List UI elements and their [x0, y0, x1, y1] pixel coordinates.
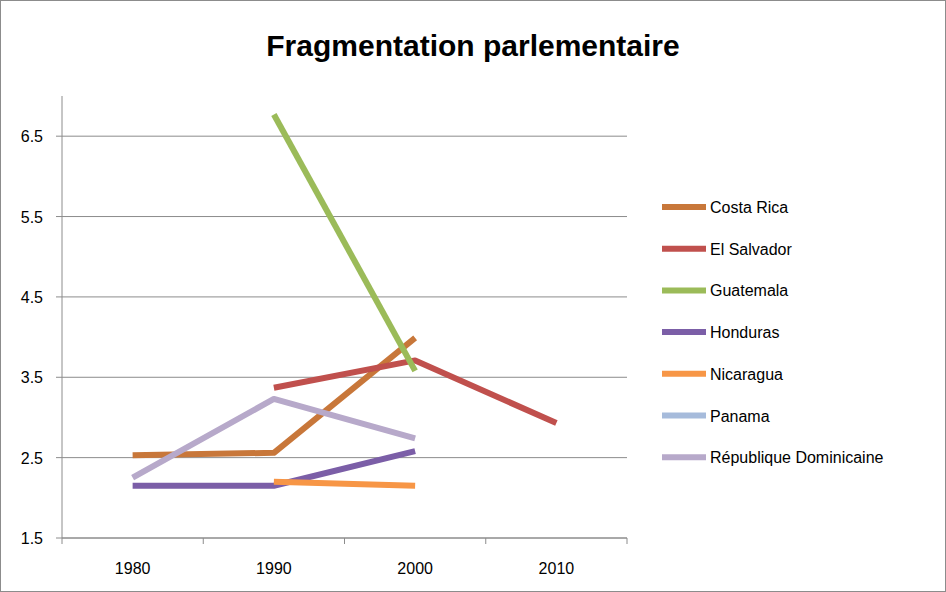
x-tick — [627, 538, 628, 544]
legend-label: Guatemala — [710, 282, 788, 299]
y-tick — [56, 216, 62, 217]
title: Fragmentation parlementaire — [266, 29, 679, 62]
grid-line — [62, 216, 627, 217]
legend-label: République Dominicaine — [710, 449, 884, 466]
x-tick-label: 1980 — [115, 560, 151, 577]
legend-swatch — [662, 329, 706, 335]
legend-swatch — [662, 287, 706, 293]
legend-swatch — [662, 454, 706, 460]
series-line — [274, 114, 415, 370]
y-tick — [56, 136, 62, 137]
y-tick-label: 4.5 — [21, 289, 43, 306]
x-tick-label: 2000 — [397, 560, 433, 577]
x-tick-label: 2010 — [539, 560, 575, 577]
series-line — [274, 482, 415, 486]
y-tick — [56, 457, 62, 458]
legend-swatch — [662, 371, 706, 377]
plot-area — [133, 114, 557, 485]
x-tick — [485, 538, 486, 544]
legend-swatch — [662, 246, 706, 252]
grid-line — [62, 296, 627, 297]
y-axis — [62, 96, 63, 538]
y-tick-label: 6.5 — [21, 128, 43, 145]
series-line — [133, 399, 416, 478]
y-tick-label: 3.5 — [21, 369, 43, 386]
legend-label: Nicaragua — [710, 366, 783, 383]
legend-label: Costa Rica — [710, 199, 788, 216]
x-tick — [344, 538, 345, 544]
legend-label: El Salvador — [710, 241, 792, 258]
legend-swatch — [662, 413, 706, 419]
y-tick-label: 5.5 — [21, 209, 43, 226]
x-tick-label: 1990 — [256, 560, 292, 577]
y-tick — [56, 296, 62, 297]
chart-frame — [1, 1, 946, 592]
y-tick — [56, 377, 62, 378]
x-tick — [62, 538, 63, 544]
legend-label: Panama — [710, 408, 770, 425]
chart: Fragmentation parlementaire 1.5 2.5 3.5 4.5 5… — [0, 0, 946, 592]
grid-line — [62, 136, 627, 137]
x-tick — [203, 538, 204, 544]
y-tick-label: 2.5 — [21, 450, 43, 467]
legend-swatch — [662, 204, 706, 210]
legend-label: Honduras — [710, 324, 779, 341]
y-tick-label: 1.5 — [21, 530, 43, 547]
y-tick — [56, 538, 62, 539]
